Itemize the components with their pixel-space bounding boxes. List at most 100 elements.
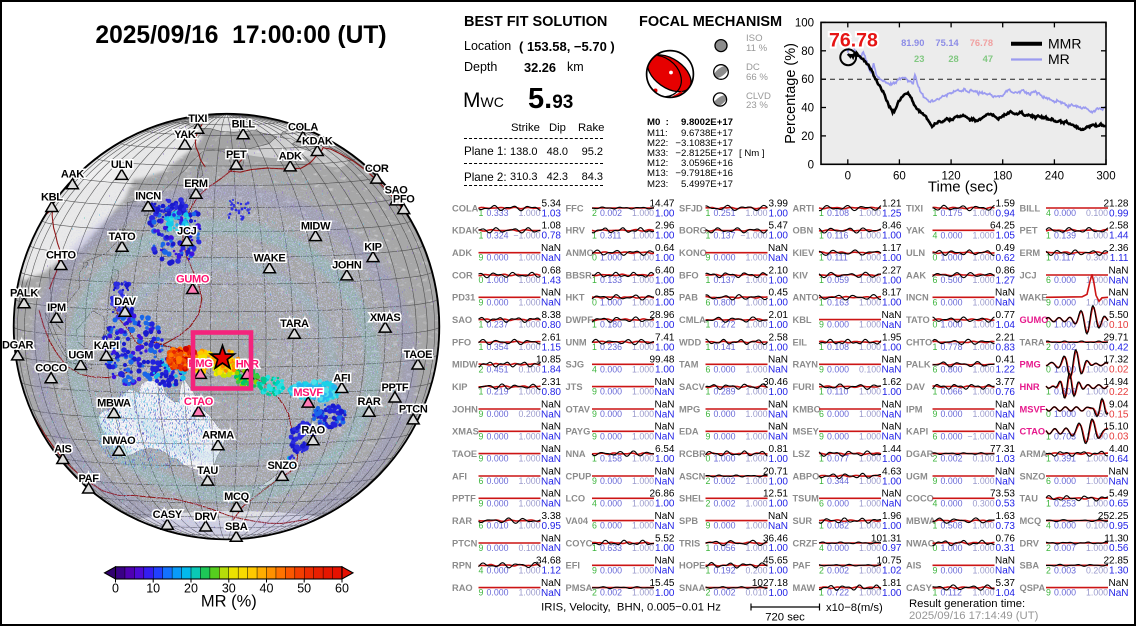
svg-text:RAO: RAO [452, 583, 473, 593]
svg-text:ARTI: ARTI [793, 203, 815, 213]
svg-text:DAV: DAV [906, 382, 926, 392]
svg-text:JTS: JTS [566, 382, 583, 392]
svg-text:1.000: 1.000 [518, 588, 540, 598]
svg-text:0.002: 0.002 [827, 565, 849, 575]
svg-text:1: 1 [819, 387, 824, 397]
svg-text:0: 0 [706, 454, 711, 464]
svg-text:0.80: 0.80 [542, 387, 562, 398]
svg-text:DGAR: DGAR [906, 449, 934, 459]
svg-text:1: 1 [592, 275, 597, 285]
svg-text:HKT: HKT [566, 293, 585, 303]
svg-text:1.00: 1.00 [769, 588, 789, 599]
svg-text:SHEL: SHEL [679, 494, 704, 504]
svg-text:0.000: 0.000 [941, 476, 963, 486]
svg-text:PFO: PFO [452, 337, 471, 347]
svg-text:1.00: 1.00 [769, 454, 789, 465]
svg-text:1.000: 1.000 [745, 521, 767, 531]
svg-text:NaN: NaN [541, 588, 561, 599]
svg-text:9: 9 [819, 320, 824, 330]
svg-text:1.00: 1.00 [769, 387, 789, 398]
svg-text:0.000: 0.000 [941, 230, 963, 240]
svg-text:CMLA: CMLA [679, 315, 706, 325]
svg-text:0.000: 0.000 [827, 431, 849, 441]
svg-text:RPN: RPN [452, 561, 472, 571]
svg-text:RCBR: RCBR [679, 449, 706, 459]
svg-text:NaN: NaN [1108, 298, 1128, 309]
svg-text:1.000: 1.000 [859, 409, 881, 419]
svg-text:ULN: ULN [906, 248, 925, 258]
svg-text:1.12: 1.12 [542, 566, 562, 577]
svg-text:1.00: 1.00 [655, 275, 675, 286]
svg-text:0.000: 0.000 [487, 476, 509, 486]
svg-text:Result generation time:: Result generation time: [909, 598, 1025, 610]
svg-text:1.000: 1.000 [745, 364, 767, 374]
svg-text:1.30: 1.30 [1109, 566, 1129, 577]
svg-text:NaN: NaN [768, 365, 788, 376]
svg-text:0.000: 0.000 [600, 409, 622, 419]
svg-text:CASY: CASY [906, 583, 933, 593]
svg-text:0.000: 0.000 [600, 364, 622, 374]
svg-text:PTCN: PTCN [452, 538, 478, 548]
svg-text:1.00: 1.00 [882, 454, 902, 465]
svg-text:0.000: 0.000 [941, 565, 963, 575]
svg-text:0.000: 0.000 [600, 498, 622, 508]
svg-text:0.002: 0.002 [600, 208, 622, 218]
svg-text:1.000: 1.000 [972, 387, 994, 397]
svg-text:1.00: 1.00 [655, 320, 675, 331]
svg-text:NaN: NaN [541, 454, 561, 465]
svg-text:RAYN: RAYN [793, 360, 819, 370]
svg-text:1.000: 1.000 [745, 275, 767, 285]
svg-text:0.111: 0.111 [827, 253, 848, 263]
svg-text:0.000: 0.000 [714, 521, 736, 531]
svg-text:HOPE: HOPE [679, 561, 705, 571]
svg-text:NaN: NaN [768, 409, 788, 420]
svg-text:1: 1 [592, 342, 597, 352]
svg-text:TATO: TATO [906, 315, 930, 325]
svg-text:0.000: 0.000 [1054, 297, 1076, 307]
svg-text:1: 1 [479, 230, 484, 240]
svg-text:2: 2 [1046, 543, 1051, 553]
svg-text:YAK: YAK [906, 226, 925, 236]
svg-text:0.42: 0.42 [1109, 342, 1129, 353]
svg-text:KIP: KIP [452, 382, 468, 392]
svg-text:NaN: NaN [881, 320, 901, 331]
svg-text:0.000: 0.000 [487, 565, 509, 575]
svg-text:0.333: 0.333 [487, 208, 509, 218]
svg-text:0.000: 0.000 [827, 320, 849, 330]
svg-text:0.000: 0.000 [827, 364, 849, 374]
svg-text:0: 0 [479, 275, 484, 285]
svg-text:0.002: 0.002 [1054, 342, 1076, 352]
svg-text:2: 2 [706, 498, 711, 508]
svg-text:0.95: 0.95 [1109, 521, 1129, 532]
svg-text:BILL: BILL [1020, 203, 1041, 213]
svg-text:9: 9 [479, 297, 484, 307]
svg-text:1.00: 1.00 [769, 275, 789, 286]
svg-text:0.76: 0.76 [996, 387, 1016, 398]
svg-text:MSEY: MSEY [793, 427, 820, 437]
svg-text:0.100: 0.100 [518, 364, 540, 374]
svg-text:NaN: NaN [541, 476, 561, 487]
svg-text:1: 1 [706, 275, 711, 285]
svg-text:FFC: FFC [566, 203, 584, 213]
svg-text:NaN: NaN [995, 476, 1015, 487]
svg-text:IPM: IPM [906, 404, 923, 414]
svg-text:1.000: 1.000 [745, 409, 767, 419]
svg-text:1.000: 1.000 [1086, 364, 1108, 374]
svg-text:1.000: 1.000 [518, 476, 540, 486]
svg-text:6: 6 [592, 521, 597, 531]
svg-text:0.141: 0.141 [714, 342, 736, 352]
svg-text:0.056: 0.056 [714, 543, 736, 553]
svg-text:0.002: 0.002 [941, 454, 963, 464]
svg-text:1.00: 1.00 [769, 298, 789, 309]
svg-text:0.253: 0.253 [1054, 498, 1076, 508]
svg-text:1.03: 1.03 [996, 454, 1016, 465]
svg-text:0.97: 0.97 [882, 543, 902, 554]
svg-text:CRZF: CRZF [793, 538, 818, 548]
svg-text:PAF: PAF [793, 561, 811, 571]
svg-text:6: 6 [1046, 275, 1051, 285]
svg-text:0.000: 0.000 [1054, 275, 1076, 285]
svg-text:NaN: NaN [881, 432, 901, 443]
svg-text:NNA: NNA [566, 449, 586, 459]
svg-text:CTAO: CTAO [1020, 427, 1046, 437]
svg-text:4: 4 [1046, 521, 1051, 531]
